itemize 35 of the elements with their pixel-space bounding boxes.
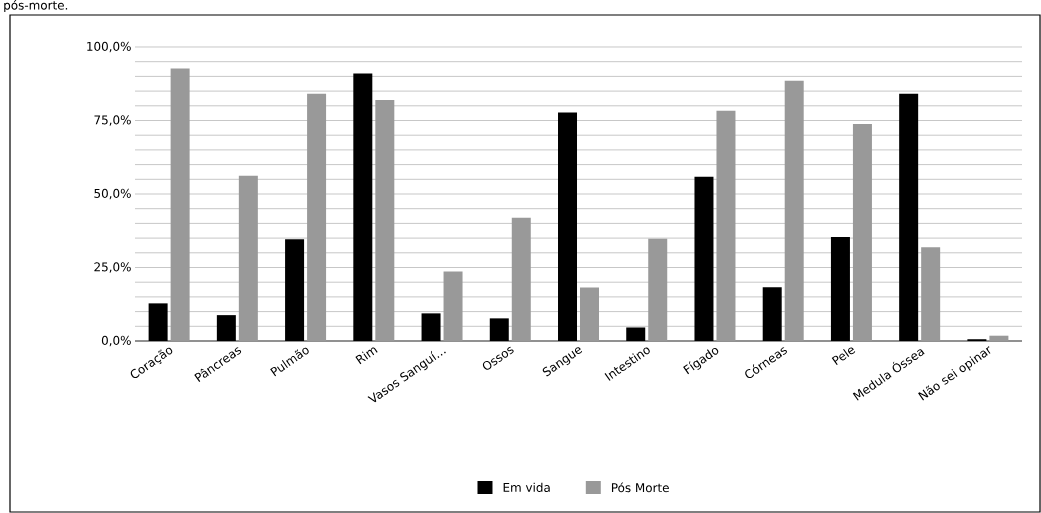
y-tick-label: 50,0% <box>94 188 131 200</box>
bar <box>694 176 714 341</box>
x-tick-label: Rim <box>355 347 378 365</box>
bar <box>762 287 782 341</box>
bar <box>307 93 327 341</box>
y-tick-label: 0,0% <box>101 335 131 347</box>
bar <box>830 236 850 341</box>
bar <box>421 313 441 341</box>
bar <box>443 271 463 341</box>
bar <box>784 80 804 341</box>
bar <box>648 238 668 341</box>
bar <box>921 247 941 341</box>
y-tick-label: 100,0% <box>87 41 131 53</box>
bar <box>238 175 258 341</box>
bar <box>558 112 578 341</box>
bar <box>852 124 872 341</box>
legend-label: Pós Morte <box>611 482 669 493</box>
bar <box>170 68 190 341</box>
bar <box>148 303 168 341</box>
bar <box>989 335 1009 341</box>
bar <box>216 315 236 341</box>
bar <box>285 239 305 341</box>
bar <box>899 93 919 341</box>
text: pós-morte. <box>4 0 68 13</box>
bar <box>580 287 600 341</box>
x-tick-label: Pele <box>831 347 856 366</box>
bar <box>716 110 736 341</box>
y-tick-label: 75,0% <box>94 115 131 126</box>
bar <box>511 217 531 341</box>
bar <box>375 99 395 341</box>
bar <box>353 73 373 341</box>
bar <box>489 318 509 341</box>
bar <box>626 327 646 341</box>
legend-label: Em vida <box>503 482 550 492</box>
y-tick-label: 25,0% <box>94 262 131 273</box>
